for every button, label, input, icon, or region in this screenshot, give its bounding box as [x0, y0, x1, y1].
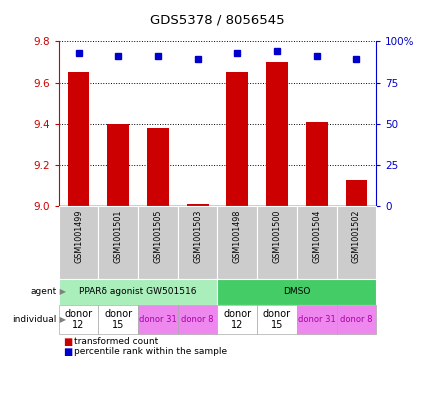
Text: GDS5378 / 8056545: GDS5378 / 8056545	[150, 14, 284, 27]
Text: GSM1001505: GSM1001505	[153, 210, 162, 263]
Bar	[186, 204, 208, 206]
Bar	[345, 180, 366, 206]
Bar	[266, 62, 287, 206]
Text: donor 31: donor 31	[139, 315, 177, 324]
Text: GSM1001503: GSM1001503	[193, 210, 202, 263]
Text: PPARδ agonist GW501516: PPARδ agonist GW501516	[79, 287, 197, 296]
Text: ■: ■	[63, 337, 72, 347]
Bar	[305, 122, 327, 206]
Text: ■: ■	[63, 347, 72, 357]
Bar	[68, 72, 89, 206]
Text: GSM1001499: GSM1001499	[74, 210, 83, 263]
Text: donor 8: donor 8	[339, 315, 372, 324]
Text: transformed count: transformed count	[74, 338, 158, 346]
Text: donor
12: donor 12	[64, 309, 92, 330]
Bar	[226, 72, 248, 206]
Text: individual: individual	[12, 315, 56, 324]
Text: donor
12: donor 12	[223, 309, 251, 330]
Text: GSM1001504: GSM1001504	[312, 210, 320, 263]
Text: GSM1001502: GSM1001502	[351, 210, 360, 263]
Text: donor 31: donor 31	[297, 315, 335, 324]
Text: GSM1001501: GSM1001501	[114, 210, 122, 263]
Bar	[107, 124, 129, 206]
Text: ▶: ▶	[56, 315, 66, 324]
Text: donor 8: donor 8	[181, 315, 214, 324]
Text: GSM1001500: GSM1001500	[272, 210, 281, 263]
Text: percentile rank within the sample: percentile rank within the sample	[74, 347, 227, 356]
Text: agent: agent	[30, 287, 56, 296]
Text: donor
15: donor 15	[104, 309, 132, 330]
Bar	[147, 128, 168, 206]
Text: donor
15: donor 15	[263, 309, 290, 330]
Text: ▶: ▶	[56, 287, 66, 296]
Text: DMSO: DMSO	[283, 287, 310, 296]
Text: GSM1001498: GSM1001498	[232, 210, 241, 263]
